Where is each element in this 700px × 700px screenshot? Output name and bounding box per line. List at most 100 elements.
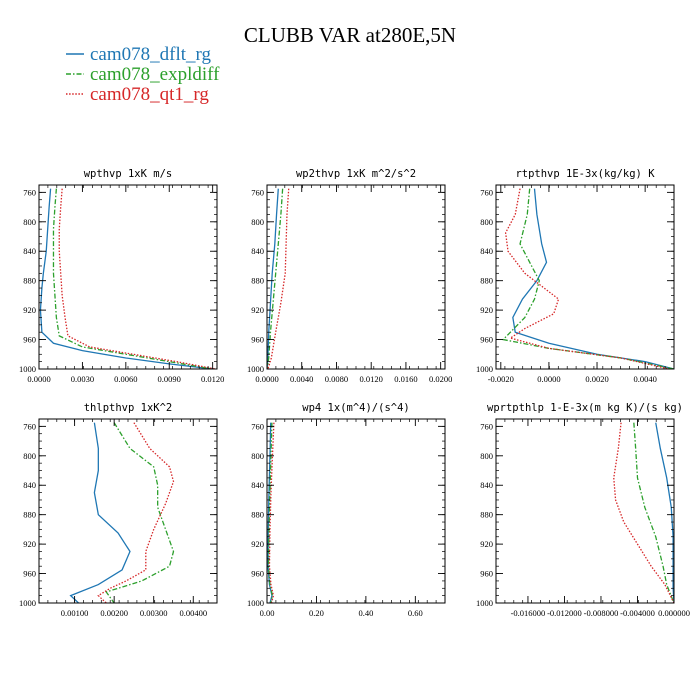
x-tick-label: 0.00300 bbox=[140, 608, 168, 618]
x-tick-label: 0.0030 bbox=[71, 374, 94, 384]
y-tick-label: 800 bbox=[251, 451, 264, 461]
y-tick-label: 920 bbox=[251, 305, 264, 315]
figure-title: CLUBB VAR at280E,5N bbox=[244, 23, 456, 47]
legend-entry: cam078_qt1_rg bbox=[66, 84, 209, 105]
y-tick-label: 840 bbox=[251, 480, 264, 490]
panel-title: wp2thvp 1xK m^2/s^2 bbox=[296, 168, 416, 180]
y-tick-label: 1000 bbox=[247, 364, 264, 374]
y-tick-label: 760 bbox=[480, 187, 493, 197]
y-tick-label: 920 bbox=[23, 539, 36, 549]
y-tick-label: 760 bbox=[251, 187, 264, 197]
panel-title: wprtpthlp 1-E-3x(m kg K)/(s kg) bbox=[487, 402, 683, 414]
panel-title: wpthvp 1xK m/s bbox=[84, 168, 173, 180]
chart-panel: wp2thvp 1xK m^2/s^2 0.0000 0.0040 0.0080 0.0… bbox=[247, 168, 452, 384]
y-tick-label: 800 bbox=[480, 451, 493, 461]
y-tick-label: 840 bbox=[23, 246, 36, 256]
x-tick-label: 0.0090 bbox=[158, 374, 181, 384]
y-tick-label: 960 bbox=[480, 569, 493, 579]
y-tick-label: 880 bbox=[480, 276, 493, 286]
y-tick-label: 760 bbox=[251, 421, 264, 431]
y-tick-label: 800 bbox=[23, 451, 36, 461]
series-line bbox=[504, 188, 670, 369]
y-tick-label: 1000 bbox=[476, 598, 493, 608]
y-tick-label: 920 bbox=[480, 539, 493, 549]
y-tick-label: 880 bbox=[251, 510, 264, 520]
series-line bbox=[58, 188, 216, 369]
x-tick-label: 0.40 bbox=[358, 608, 373, 618]
x-tick-label: -0.004000 bbox=[620, 608, 655, 618]
legend-entry: cam078_expldiff bbox=[66, 64, 220, 85]
x-tick-label: 0.0060 bbox=[114, 374, 137, 384]
y-tick-label: 920 bbox=[480, 305, 493, 315]
series-line bbox=[97, 422, 175, 603]
series-line bbox=[105, 422, 175, 603]
y-tick-label: 840 bbox=[23, 480, 36, 490]
legend-label: cam078_dflt_rg bbox=[90, 44, 212, 65]
x-tick-label: 0.00 bbox=[260, 608, 275, 618]
y-tick-label: 760 bbox=[23, 187, 36, 197]
y-tick-label: 880 bbox=[23, 510, 36, 520]
series-line bbox=[268, 422, 275, 603]
legend-label: cam078_expldiff bbox=[90, 64, 220, 85]
y-tick-label: 800 bbox=[23, 217, 36, 227]
series-line bbox=[267, 188, 290, 369]
x-tick-label: 0.20 bbox=[309, 608, 324, 618]
y-tick-label: 960 bbox=[251, 335, 264, 345]
y-tick-label: 800 bbox=[480, 217, 493, 227]
x-tick-label: 0.0080 bbox=[325, 374, 348, 384]
x-tick-label: 0.0000 bbox=[27, 374, 50, 384]
y-tick-label: 760 bbox=[480, 421, 493, 431]
x-tick-label: 0.0000 bbox=[537, 374, 560, 384]
x-tick-label: 0.0000 bbox=[255, 374, 278, 384]
chart-panel: thlpthvp 1xK^2 0.00100 0.00200 0.00300 0.004… bbox=[19, 402, 218, 618]
chart-panel: wp4 1x(m^4)/(s^4) 0.00 0.20 0.40 0.60 760 800 8… bbox=[247, 402, 446, 618]
series-line bbox=[267, 188, 279, 369]
y-tick-label: 960 bbox=[23, 335, 36, 345]
x-tick-label: -0.012000 bbox=[547, 608, 582, 618]
legend-label: cam078_qt1_rg bbox=[90, 84, 209, 105]
x-tick-label: 0.0040 bbox=[633, 374, 656, 384]
x-tick-label: 0.0120 bbox=[201, 374, 224, 384]
series-line bbox=[501, 188, 674, 369]
x-tick-label: 0.0120 bbox=[360, 374, 383, 384]
y-tick-label: 960 bbox=[251, 569, 264, 579]
y-tick-label: 1000 bbox=[19, 364, 36, 374]
x-tick-label: 0.0200 bbox=[429, 374, 452, 384]
x-tick-label: -0.0020 bbox=[488, 374, 514, 384]
chart-panel: wprtpthlp 1-E-3x(m kg K)/(s kg) -0.016000… bbox=[476, 402, 690, 618]
y-tick-label: 840 bbox=[480, 246, 493, 256]
series-line bbox=[52, 188, 213, 369]
panel-title: thlpthvp 1xK^2 bbox=[84, 402, 173, 414]
legend-entry: cam078_dflt_rg bbox=[66, 44, 212, 65]
panel-title: wp4 1x(m^4)/(s^4) bbox=[302, 402, 409, 414]
y-tick-label: 960 bbox=[480, 335, 493, 345]
chart-panel: wpthvp 1xK m/s 0.0000 0.0030 0.0060 0.0090 0.… bbox=[19, 168, 224, 384]
x-tick-label: 0.00100 bbox=[61, 608, 89, 618]
y-tick-label: 880 bbox=[251, 276, 264, 286]
x-tick-label: -0.016000 bbox=[511, 608, 546, 618]
panels: wpthvp 1xK m/s 0.0000 0.0030 0.0060 0.0090 0.… bbox=[19, 168, 690, 618]
x-tick-label: 0.0020 bbox=[585, 374, 608, 384]
x-tick-label: 0.60 bbox=[408, 608, 423, 618]
chart-panel: rtpthvp 1E-3x(kg/kg) K -0.0020 0.0000 0.002… bbox=[476, 168, 675, 384]
series-line bbox=[613, 422, 674, 603]
legend: cam078_dflt_rgcam078_expldiffcam078_qt1_… bbox=[66, 44, 220, 105]
y-tick-label: 1000 bbox=[19, 598, 36, 608]
series-line bbox=[267, 188, 284, 369]
y-tick-label: 840 bbox=[480, 480, 493, 490]
y-tick-label: 880 bbox=[23, 276, 36, 286]
y-tick-label: 1000 bbox=[247, 598, 264, 608]
y-tick-label: 800 bbox=[251, 217, 264, 227]
x-tick-label: 0.000000 bbox=[658, 608, 690, 618]
x-tick-label: 0.00400 bbox=[179, 608, 207, 618]
panel-title: rtpthvp 1E-3x(kg/kg) K bbox=[515, 168, 655, 180]
series-line bbox=[512, 188, 674, 369]
series-line bbox=[69, 422, 131, 603]
x-tick-label: 0.0160 bbox=[394, 374, 417, 384]
x-tick-label: 0.0040 bbox=[290, 374, 313, 384]
y-tick-label: 920 bbox=[23, 305, 36, 315]
y-tick-label: 880 bbox=[480, 510, 493, 520]
x-tick-label: 0.00200 bbox=[100, 608, 128, 618]
